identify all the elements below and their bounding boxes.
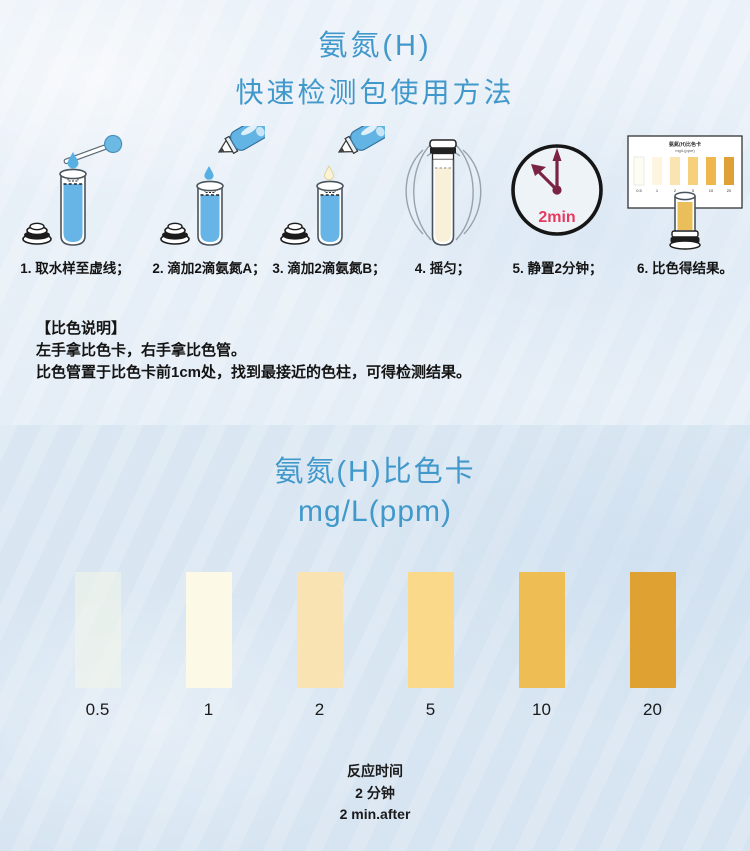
step-1-label: 1. 取水样至虚线； xyxy=(20,261,130,276)
explain-line2: 比色管置于比色卡前1cm处，找到最接近的色柱，可得检测结果。 xyxy=(36,364,472,382)
step-3-label: 3. 滴加2滴氨氮B； xyxy=(272,261,386,276)
result-tube-icon xyxy=(669,191,701,250)
explain-heading: 【比色说明】 xyxy=(36,320,127,337)
mini-swatch-labels: 0.5 1 2 5 10 20 xyxy=(636,188,732,193)
reaction-line2: 2 分钟 xyxy=(355,784,395,801)
water-sample-icon xyxy=(22,134,123,246)
color-card-section: 氨氮(H)比色卡 mg/L(ppm) xyxy=(0,425,750,851)
instructions-section: 氨氮(H) 快速检测包使用方法 xyxy=(0,0,750,425)
color-card-title: 氨氮(H)比色卡 mg/L(ppm) xyxy=(0,425,750,529)
swatch-col-1: 1 xyxy=(153,572,264,720)
dropper-bottle-icon xyxy=(337,126,385,155)
mini-card-title: 氨氮(H)比色卡 xyxy=(669,141,701,148)
swatch-col-5: 5 xyxy=(375,572,486,720)
color-compare-icon: 氨氮(H)比色卡 mg/L(ppm) 0.5 1 xyxy=(627,135,743,250)
svg-text:1: 1 xyxy=(656,188,659,193)
shake-icon xyxy=(405,139,481,246)
test-tube-icon xyxy=(316,180,344,246)
add-reagent-a-icon xyxy=(160,126,265,246)
step-6-label: 6. 比色得结果。 xyxy=(636,261,733,276)
color-card-title-line1: 氨氮(H)比色卡 xyxy=(274,456,476,488)
step-4: 4. 摇匀； xyxy=(390,126,495,277)
swatch-col-0.5: 0.5 xyxy=(42,572,153,720)
svg-text:10: 10 xyxy=(709,188,714,193)
swatch-value: 0.5 xyxy=(85,700,110,719)
mini-swatches xyxy=(633,156,734,186)
reaction-line3: 2 min.after xyxy=(339,806,411,823)
comparison-instructions: 【比色说明】 左手拿比色卡，右手拿比色管。 比色管置于比色卡前1cm处，找到最接… xyxy=(36,318,471,385)
step-5-label: 5. 静置2分钟； xyxy=(512,261,603,276)
mini-card-subtitle: mg/L(ppm) xyxy=(675,148,695,153)
page-title: 氨氮(H) 快速检测包使用方法 xyxy=(0,0,750,111)
reagent-a-drop-icon xyxy=(204,166,214,180)
add-reagent-b-icon xyxy=(280,126,385,246)
dropper-bottle-icon xyxy=(217,126,265,155)
step-2: 2. 滴加2滴氨氮A； xyxy=(150,126,268,277)
step-4-label: 4. 摇匀； xyxy=(414,261,471,276)
reagent-b-drop-icon xyxy=(323,164,335,181)
color-swatch xyxy=(407,572,454,688)
color-swatch xyxy=(518,572,565,688)
test-tube-icon xyxy=(59,168,87,246)
tube-cap-icon xyxy=(22,222,52,245)
swatch-col-2: 2 xyxy=(264,572,375,720)
color-swatch xyxy=(74,572,121,688)
title-line2: 快速检测包使用方法 xyxy=(235,77,515,108)
step-6: 氨氮(H)比色卡 mg/L(ppm) 0.5 1 xyxy=(620,126,750,277)
tube-cap-icon xyxy=(160,222,190,245)
swatch-value: 5 xyxy=(425,700,436,719)
swatch-value: 20 xyxy=(643,700,662,719)
color-swatch xyxy=(185,572,232,688)
step-5: 2min 5. 静置2分钟； xyxy=(495,126,620,277)
motion-lines-icon xyxy=(405,143,481,241)
reaction-time-note: 反应时间 2 分钟 2 min.after xyxy=(0,761,750,826)
explain-line1: 左手拿比色卡，右手拿比色管。 xyxy=(36,342,247,360)
step-2-label: 2. 滴加2滴氨氮A； xyxy=(152,261,266,276)
step-3: 3. 滴加2滴氨氮B； xyxy=(268,126,390,277)
clock-icon: 2min xyxy=(511,144,603,236)
tube-cap-icon xyxy=(280,222,310,245)
color-card-title-line2: mg/L(ppm) xyxy=(297,495,453,528)
title-line1: 氨氮(H) xyxy=(318,30,432,62)
clock-2min-label: 2min xyxy=(538,209,575,226)
color-swatch xyxy=(629,572,676,688)
svg-text:0.5: 0.5 xyxy=(636,188,642,193)
reaction-line1: 反应时间 xyxy=(347,763,403,779)
water-drop-icon xyxy=(67,152,79,169)
svg-text:2: 2 xyxy=(674,188,677,193)
test-tube-icon xyxy=(196,180,224,246)
svg-text:20: 20 xyxy=(727,188,732,193)
swatch-row: 0.5 1 2 5 10 20 xyxy=(0,572,750,720)
swatch-value: 10 xyxy=(532,700,551,719)
step-1: 1. 取水样至虚线； xyxy=(0,126,150,277)
svg-text:5: 5 xyxy=(692,188,695,193)
swatch-value: 2 xyxy=(314,700,325,719)
color-swatch xyxy=(296,572,343,688)
swatch-col-10: 10 xyxy=(486,572,597,720)
swatch-col-20: 20 xyxy=(597,572,708,720)
swatch-value: 1 xyxy=(203,700,214,719)
step-list: 1. 取水样至虚线； xyxy=(0,126,750,277)
capped-tube-icon xyxy=(428,139,457,246)
